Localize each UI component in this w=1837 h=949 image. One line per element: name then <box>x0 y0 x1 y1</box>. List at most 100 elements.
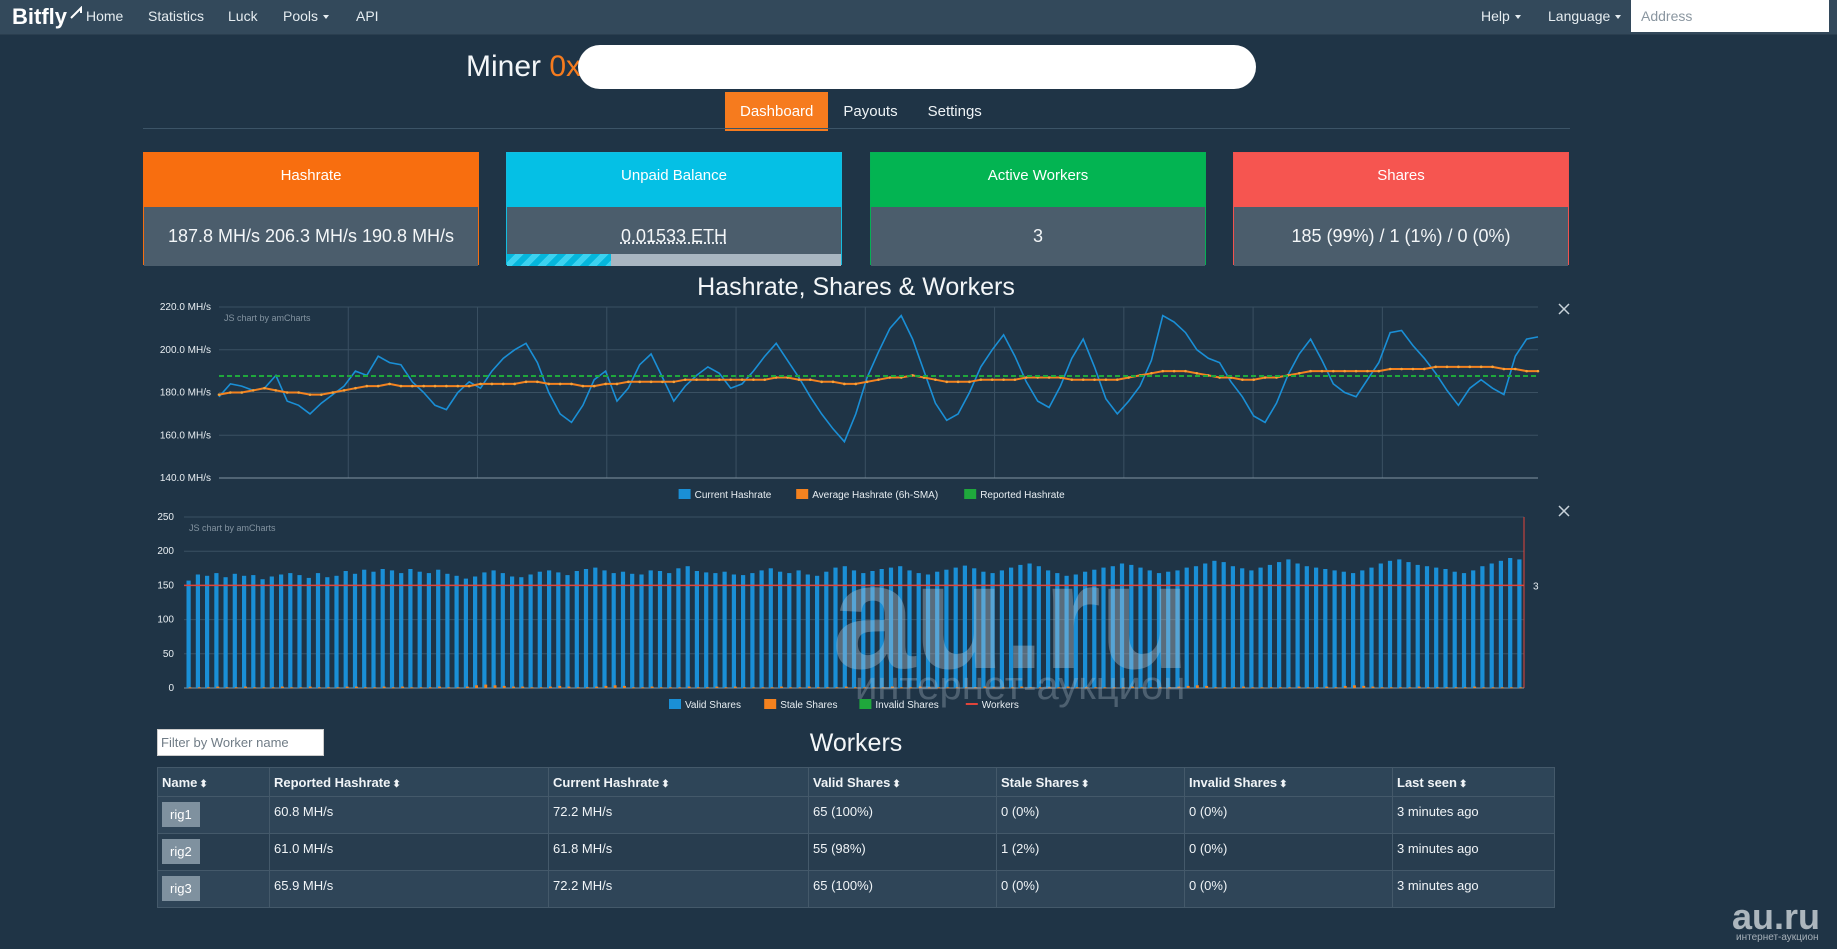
stale-shares-bar <box>586 687 589 689</box>
series-point <box>1445 365 1449 369</box>
table-cell: 72.2 MH/s <box>548 796 809 834</box>
legend-swatch <box>859 699 872 709</box>
valid-shares-bar <box>1498 560 1503 688</box>
series-point <box>1332 369 1335 373</box>
nav-help-dropdown[interactable]: Help <box>1481 8 1521 24</box>
legend-swatch <box>764 699 777 709</box>
valid-shares-bar <box>1304 566 1309 688</box>
valid-shares-bar <box>657 571 663 688</box>
series-point <box>740 378 744 381</box>
series-point <box>808 378 812 381</box>
table-cell: 65.9 MH/s <box>269 870 549 908</box>
valid-shares-bar <box>870 571 875 688</box>
stale-shares-bar <box>789 687 793 689</box>
valid-shares-bar <box>898 566 903 688</box>
table-cell: 61.0 MH/s <box>269 833 549 871</box>
valid-shares-bar <box>1406 562 1411 688</box>
series-point <box>501 382 505 386</box>
col-valid-shares-header[interactable]: Valid Shares ⬍ <box>808 767 997 797</box>
series-point <box>1354 369 1358 373</box>
valid-shares-bar <box>1480 566 1485 688</box>
col-stale-shares-header[interactable]: Stale Shares ⬍ <box>996 767 1185 797</box>
worker-link[interactable]: rig2 <box>162 839 200 864</box>
valid-shares-bar <box>768 568 773 688</box>
valid-shares-bar <box>879 569 884 688</box>
brand-name[interactable]: Bitfly <box>12 4 67 29</box>
series-point <box>968 380 971 384</box>
series-point <box>581 384 585 388</box>
series-point <box>729 378 732 381</box>
nav-pools-dropdown[interactable]: Pools <box>283 8 330 24</box>
valid-shares-bar <box>417 571 422 688</box>
valid-shares-bar <box>1397 559 1402 688</box>
series-point <box>320 393 323 396</box>
stale-shares-bar <box>659 687 663 689</box>
address-search-input[interactable] <box>1631 0 1829 32</box>
shares-title: Shares <box>1234 153 1568 207</box>
stale-shares-bar <box>355 686 358 688</box>
valid-shares-bar <box>815 575 820 688</box>
col-current-hashrate-header[interactable]: Current Hashrate ⬍ <box>548 767 809 797</box>
stale-shares-bar <box>1029 687 1033 689</box>
corner-watermark-subtitle: интернет-аукцион <box>1736 932 1819 943</box>
series-point <box>570 382 573 386</box>
valid-shares-bar <box>1360 570 1365 688</box>
valid-shares-bar <box>528 574 533 688</box>
series-point <box>672 380 676 384</box>
valid-shares-bar <box>380 569 385 688</box>
close-icon[interactable] <box>1558 303 1570 315</box>
valid-shares-bar <box>556 572 561 688</box>
unpaid-balance-value[interactable]: 0.01533 ETH <box>620 226 728 246</box>
nav-home[interactable]: Home <box>86 8 124 24</box>
col-last-seen-header[interactable]: Last seen ⬍ <box>1392 767 1555 797</box>
valid-shares-bar <box>999 570 1004 688</box>
close-icon-stroke <box>1558 303 1570 315</box>
stale-shares-bar <box>290 687 294 689</box>
brand-logo[interactable]: Bitfly <box>12 4 83 30</box>
stale-shares-bar <box>1057 687 1061 689</box>
nav-api[interactable]: API <box>356 8 379 24</box>
right-axis-tick-label: 3 <box>1533 581 1539 592</box>
stale-shares-bar <box>641 687 645 689</box>
valid-shares-bar <box>1101 567 1106 688</box>
stale-shares-value: 0 (0%) <box>1001 804 1040 819</box>
col-invalid-shares-header[interactable]: Invalid Shares ⬍ <box>1184 767 1393 797</box>
stale-shares-bar <box>918 686 922 688</box>
stale-shares-bar <box>1094 687 1098 689</box>
valid-shares-bar <box>343 571 348 688</box>
nav-statistics[interactable]: Statistics <box>148 8 205 24</box>
stale-shares-bar <box>1075 687 1079 689</box>
valid-shares-bar <box>630 573 635 688</box>
stale-shares-bar <box>1242 686 1245 688</box>
tab-dashboard[interactable]: Dashboard <box>725 92 829 131</box>
stale-shares-bar <box>345 686 349 688</box>
close-icon[interactable] <box>1558 505 1570 517</box>
col-reported-hashrate-header[interactable]: Reported Hashrate ⬍ <box>269 767 549 797</box>
table-cell: 3 minutes ago <box>1392 870 1555 908</box>
series-point <box>592 384 596 388</box>
worker-filter-input[interactable] <box>157 729 324 756</box>
series-point <box>1491 365 1494 369</box>
series-point <box>752 378 755 381</box>
series-point <box>1025 376 1028 379</box>
nav-language-dropdown[interactable]: Language <box>1548 8 1622 24</box>
y-tick-label: 0 <box>168 683 174 694</box>
chart-credit: JS chart by amCharts <box>224 313 311 323</box>
tab-payouts[interactable]: Payouts <box>843 103 898 120</box>
series-point <box>661 380 664 384</box>
tab-settings[interactable]: Settings <box>927 103 982 120</box>
col-name-header[interactable]: Name ⬍ <box>157 767 270 797</box>
stale-shares-bar <box>493 685 497 688</box>
stale-shares-bar <box>927 687 931 689</box>
workers-title: Workers <box>809 729 903 757</box>
stale-shares-bar <box>872 687 876 689</box>
stale-shares-bar <box>373 687 377 689</box>
valid-shares-value: 65 (100%) <box>813 878 873 893</box>
series-point <box>547 382 551 386</box>
stale-shares-bar <box>964 687 968 689</box>
nav-luck[interactable]: Luck <box>228 8 258 24</box>
worker-link[interactable]: rig3 <box>162 876 200 901</box>
worker-link[interactable]: rig1 <box>162 802 200 827</box>
valid-shares-bar <box>1129 564 1134 688</box>
sort-icon: ⬍ <box>892 778 901 790</box>
